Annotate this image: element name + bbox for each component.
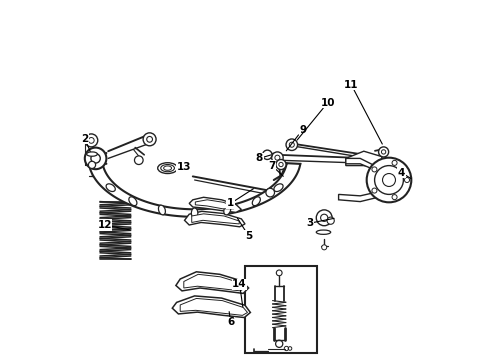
Circle shape (379, 147, 389, 157)
Text: 7: 7 (269, 161, 283, 176)
Ellipse shape (192, 208, 198, 218)
Circle shape (276, 159, 286, 170)
Text: 12: 12 (98, 220, 129, 230)
Ellipse shape (274, 184, 283, 192)
Text: 6: 6 (227, 312, 234, 327)
Polygon shape (192, 214, 239, 224)
Ellipse shape (252, 197, 260, 206)
Polygon shape (346, 158, 382, 173)
Text: 5: 5 (238, 219, 252, 241)
Ellipse shape (224, 205, 231, 215)
Ellipse shape (87, 152, 98, 156)
Text: 2: 2 (81, 134, 90, 152)
Circle shape (367, 158, 411, 202)
Polygon shape (180, 298, 247, 315)
Circle shape (286, 139, 297, 150)
Text: 11: 11 (344, 80, 382, 144)
Circle shape (316, 210, 332, 226)
Ellipse shape (316, 230, 331, 234)
Polygon shape (89, 163, 300, 217)
Text: 3: 3 (306, 218, 334, 228)
Polygon shape (339, 191, 383, 202)
Circle shape (271, 152, 283, 163)
Polygon shape (189, 197, 242, 212)
Circle shape (404, 177, 410, 183)
Bar (245, 266, 317, 353)
Polygon shape (185, 211, 245, 227)
Circle shape (88, 161, 96, 168)
Text: 13: 13 (176, 162, 191, 172)
Circle shape (372, 167, 377, 172)
Text: 4: 4 (398, 168, 411, 179)
Circle shape (327, 217, 334, 224)
Circle shape (85, 148, 106, 169)
Circle shape (392, 160, 397, 165)
Ellipse shape (158, 205, 166, 215)
Circle shape (134, 156, 143, 165)
Ellipse shape (158, 163, 177, 174)
Text: 14: 14 (232, 279, 247, 307)
Ellipse shape (106, 184, 115, 192)
Text: 10: 10 (297, 98, 335, 140)
Polygon shape (176, 272, 248, 293)
Circle shape (143, 133, 156, 146)
Circle shape (266, 188, 274, 197)
Circle shape (321, 245, 327, 250)
Circle shape (392, 195, 397, 200)
Circle shape (372, 188, 377, 193)
Circle shape (263, 150, 272, 159)
Polygon shape (184, 274, 245, 291)
Ellipse shape (129, 197, 137, 206)
Polygon shape (346, 151, 382, 167)
Polygon shape (172, 296, 250, 318)
Text: 1: 1 (227, 189, 253, 208)
Circle shape (85, 134, 98, 147)
Text: 9: 9 (286, 125, 306, 151)
Polygon shape (196, 200, 234, 209)
Text: 8: 8 (256, 153, 271, 163)
